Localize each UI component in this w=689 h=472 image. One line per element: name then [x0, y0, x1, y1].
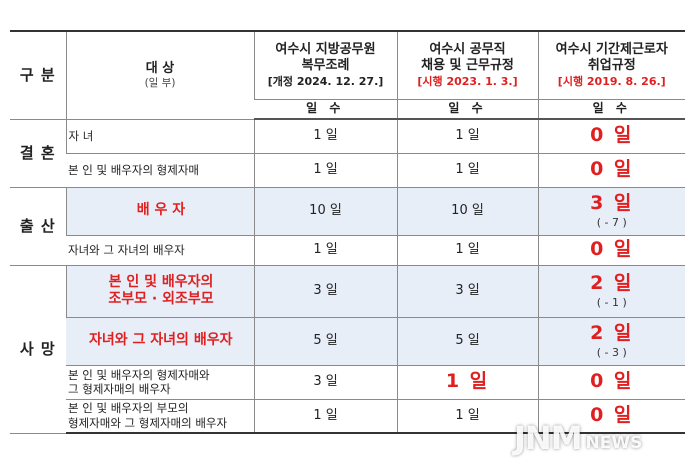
- jnm-news-watermark: JNM NEWS: [514, 418, 684, 458]
- table-row: 본 인 및 배우자의 형제자매와 그 형제자매의 배우자 3 일 1 일 0 일: [10, 365, 685, 400]
- col3-header-line2: 취업규정: [587, 58, 636, 74]
- row-col3-cell: 3 일 ( - 7 ): [537, 187, 685, 236]
- row-col2-value: 3 일: [396, 265, 538, 318]
- row-col3-value: 0 일: [590, 158, 634, 181]
- row-target-line2: 그 형제자매의 배우자: [68, 382, 171, 396]
- row-target: 자 녀: [65, 119, 254, 154]
- header-row: 구 분 대 상 (일 부) 여수시 지방공무원 복무조례 [개정 2024. 1…: [10, 30, 685, 120]
- row-col1-value: 5 일: [253, 317, 397, 366]
- row-col3-value: 2 일: [590, 272, 634, 295]
- row-target-line1: 본 인 및 배우자의: [108, 273, 214, 290]
- row-col3-change: ( - 1 ): [596, 296, 627, 309]
- row-col3-value: 2 일: [590, 322, 634, 345]
- table-row: 출 산 배 우 자 10 일 10 일 3 일 ( - 7 ): [10, 187, 685, 266]
- row-col3-change: ( - 7 ): [596, 216, 627, 229]
- row-col2-cell: 1 일: [396, 365, 538, 400]
- table-row: 자녀와 그 자녀의 배우자 5 일 5 일 2 일 ( - 3 ): [10, 317, 685, 366]
- table-row: 본 인 및 배우자의 형제자매 1 일 1 일 0 일: [10, 153, 685, 188]
- col2-header-line1: 여수시 공무직: [429, 42, 506, 58]
- col2-header: 여수시 공무직 채용 및 근무규정 [시행 2023. 1. 3.]: [396, 30, 538, 100]
- table-row: 자녀와 그 자녀의 배우자 1 일 1 일 0 일: [10, 235, 685, 266]
- row-col3-value: 0 일: [590, 124, 634, 147]
- days-header-row: 일 수 일 수 일 수: [10, 99, 685, 120]
- row-target-line2: 조부모 · 외조부모: [108, 291, 214, 307]
- row-col1-value: 1 일: [253, 399, 397, 434]
- row-col2-value: 1 일: [445, 370, 490, 393]
- col1-header-date: [개정 2024. 12. 27.]: [267, 74, 384, 88]
- category-marriage: 결 혼: [10, 119, 66, 188]
- table-row: 결 혼 자 녀 1 일 1 일 0 일: [10, 119, 685, 188]
- row-target-line1: 본 인 및 배우자의 형제자매와: [68, 367, 210, 382]
- row-target: 본 인 및 배우자의 조부모 · 외조부모: [65, 265, 254, 318]
- col3-days-label: 일 수: [537, 99, 685, 120]
- col1-days-label: 일 수: [254, 99, 397, 120]
- row-col3-cell: 0 일: [537, 153, 685, 188]
- col2-header-date: [시행 2023. 1. 3.]: [417, 74, 518, 88]
- col3-header-date: [시행 2019. 8. 26.]: [557, 74, 666, 88]
- row-col3-cell: 0 일: [537, 365, 685, 400]
- col1-header-line2: 복무조례: [301, 58, 350, 74]
- leave-comparison-table: 구 분 대 상 (일 부) 여수시 지방공무원 복무조례 [개정 2024. 1…: [10, 30, 685, 434]
- table-row: 본 인 및 배우자의 부모의 형제자매와 그 형제자매의 배우자 1 일 1 일…: [10, 399, 685, 434]
- watermark-sub: NEWS: [585, 433, 643, 453]
- row-col1-value: 1 일: [253, 153, 397, 188]
- row-target-line1: 본 인 및 배우자의 부모의: [68, 401, 189, 416]
- row-col2-value: 1 일: [396, 153, 538, 188]
- col2-header-line2: 채용 및 근무규정: [421, 58, 514, 74]
- row-col3-cell: 0 일: [537, 119, 685, 154]
- target-header-sub: (일 부): [144, 76, 176, 89]
- row-target-line2: 형제자매와 그 형제자매의 배우자: [68, 415, 228, 430]
- category-header: 구 분: [10, 30, 66, 120]
- col2-days-label: 일 수: [396, 99, 538, 120]
- row-target: 자녀와 그 자녀의 배우자: [66, 317, 254, 366]
- row-col3-cell: 0 일: [537, 235, 685, 266]
- table-row: 사 망 본 인 및 배우자의 조부모 · 외조부모 3 일 3 일 2 일 ( …: [10, 265, 685, 434]
- row-col3-cell: 0 일: [537, 399, 685, 434]
- row-col3-value: 0 일: [590, 370, 634, 393]
- col1-header-line1: 여수시 지방공무원: [275, 42, 376, 58]
- row-col2-value: 5 일: [396, 317, 538, 366]
- row-target: 배 우 자: [65, 187, 254, 236]
- row-col1-value: 3 일: [253, 365, 397, 400]
- row-col1-value: 10 일: [253, 187, 397, 236]
- row-col3-value: 3 일: [590, 192, 634, 215]
- row-target: 자녀와 그 자녀의 배우자: [66, 235, 254, 266]
- row-col1-value: 1 일: [253, 235, 397, 266]
- row-col3-change: ( - 3 ): [596, 346, 627, 359]
- watermark-main: JNM: [514, 419, 583, 457]
- row-target: 본 인 및 배우자의 부모의 형제자매와 그 형제자매의 배우자: [66, 399, 254, 434]
- target-header: 대 상 (일 부): [65, 30, 254, 120]
- category-birth: 출 산: [10, 187, 66, 266]
- row-col2-value: 10 일: [396, 187, 538, 236]
- row-col3-cell: 2 일 ( - 1 ): [537, 265, 685, 318]
- row-col3-value: 0 일: [590, 238, 634, 261]
- category-death: 사 망: [10, 265, 66, 434]
- row-col3-cell: 2 일 ( - 3 ): [537, 317, 685, 366]
- row-col2-value: 1 일: [396, 119, 538, 154]
- row-col3-value: 0 일: [590, 403, 634, 426]
- col1-header: 여수시 지방공무원 복무조례 [개정 2024. 12. 27.]: [253, 30, 397, 100]
- row-target: 본 인 및 배우자의 형제자매: [66, 153, 254, 188]
- target-header-label: 대 상: [145, 60, 175, 76]
- row-target: 본 인 및 배우자의 형제자매와 그 형제자매의 배우자: [66, 365, 254, 400]
- col3-header-line1: 여수시 기간제근로자: [555, 42, 668, 58]
- row-col1-value: 3 일: [253, 265, 397, 318]
- row-col1-value: 1 일: [253, 119, 397, 154]
- col3-header: 여수시 기간제근로자 취업규정 [시행 2019. 8. 26.]: [537, 30, 685, 100]
- row-col2-value: 1 일: [396, 399, 538, 434]
- row-col2-value: 1 일: [396, 235, 538, 266]
